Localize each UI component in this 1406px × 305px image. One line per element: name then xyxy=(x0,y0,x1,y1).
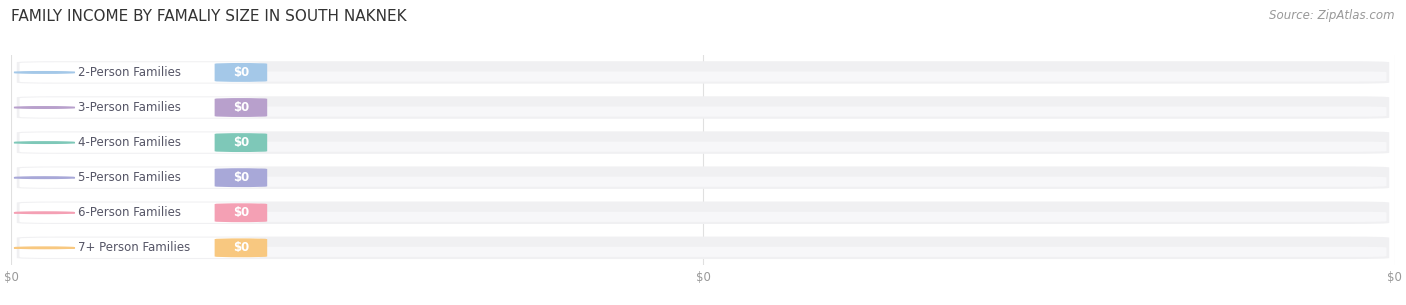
FancyBboxPatch shape xyxy=(20,167,260,188)
FancyBboxPatch shape xyxy=(215,133,267,152)
FancyBboxPatch shape xyxy=(215,168,267,187)
Text: 6-Person Families: 6-Person Families xyxy=(77,206,180,219)
FancyBboxPatch shape xyxy=(20,142,1386,152)
FancyBboxPatch shape xyxy=(20,62,260,83)
FancyBboxPatch shape xyxy=(215,98,267,117)
Text: Source: ZipAtlas.com: Source: ZipAtlas.com xyxy=(1270,9,1395,22)
Text: $0: $0 xyxy=(233,171,249,184)
FancyBboxPatch shape xyxy=(20,203,260,223)
FancyBboxPatch shape xyxy=(20,71,1386,81)
FancyBboxPatch shape xyxy=(20,106,1386,117)
Text: 5-Person Families: 5-Person Families xyxy=(77,171,180,184)
Text: $0: $0 xyxy=(233,136,249,149)
FancyBboxPatch shape xyxy=(17,96,1389,119)
Circle shape xyxy=(14,107,75,108)
Text: FAMILY INCOME BY FAMALIY SIZE IN SOUTH NAKNEK: FAMILY INCOME BY FAMALIY SIZE IN SOUTH N… xyxy=(11,9,406,24)
Text: 7+ Person Families: 7+ Person Families xyxy=(77,241,190,254)
Circle shape xyxy=(14,177,75,178)
FancyBboxPatch shape xyxy=(20,132,260,153)
Circle shape xyxy=(14,212,75,214)
FancyBboxPatch shape xyxy=(17,131,1389,154)
FancyBboxPatch shape xyxy=(20,177,1386,187)
FancyBboxPatch shape xyxy=(215,203,267,222)
Text: $0: $0 xyxy=(233,241,249,254)
FancyBboxPatch shape xyxy=(20,247,1386,257)
FancyBboxPatch shape xyxy=(20,212,1386,222)
FancyBboxPatch shape xyxy=(17,202,1389,224)
FancyBboxPatch shape xyxy=(17,167,1389,189)
FancyBboxPatch shape xyxy=(20,97,260,118)
Text: $0: $0 xyxy=(233,66,249,79)
FancyBboxPatch shape xyxy=(215,238,267,257)
Circle shape xyxy=(14,72,75,73)
Circle shape xyxy=(14,142,75,143)
FancyBboxPatch shape xyxy=(17,237,1389,259)
Text: $0: $0 xyxy=(233,206,249,219)
Text: $0: $0 xyxy=(233,101,249,114)
FancyBboxPatch shape xyxy=(20,238,260,258)
Circle shape xyxy=(14,247,75,249)
Text: 3-Person Families: 3-Person Families xyxy=(77,101,180,114)
FancyBboxPatch shape xyxy=(17,61,1389,84)
FancyBboxPatch shape xyxy=(215,63,267,82)
Text: 2-Person Families: 2-Person Families xyxy=(77,66,180,79)
Text: 4-Person Families: 4-Person Families xyxy=(77,136,180,149)
